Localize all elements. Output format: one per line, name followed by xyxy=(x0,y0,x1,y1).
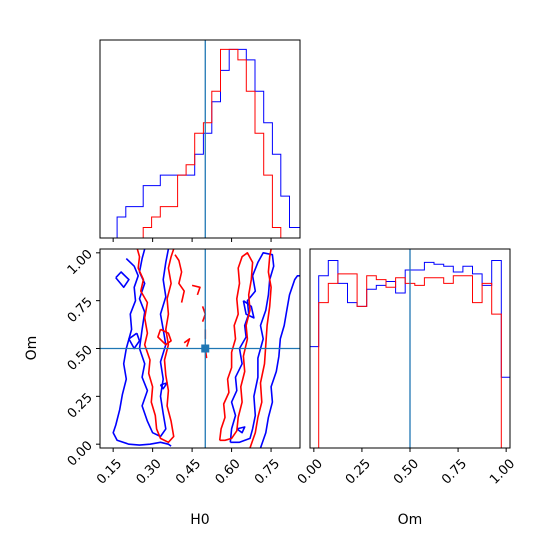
x-tick-label: 0.75 xyxy=(439,456,470,487)
x-tick-label: 0.50 xyxy=(391,456,422,487)
contour-blue-line xyxy=(229,252,275,444)
h0-histogram-blue-series xyxy=(100,48,300,238)
h0-histogram-panel xyxy=(99,39,301,242)
h0-histogram-red-series xyxy=(100,48,300,238)
y-axis-label-om: Om xyxy=(24,336,40,361)
truth-marker xyxy=(201,344,210,353)
contour-blue-line xyxy=(259,275,300,448)
y-tick-label: 0.00 xyxy=(65,438,96,469)
contour-blue-line xyxy=(138,249,170,438)
om-histogram-red-series xyxy=(310,273,510,448)
x-tick-label: 0.45 xyxy=(173,456,204,487)
x-axis-label-h0: H0 xyxy=(190,512,209,528)
contour-blue-line xyxy=(236,426,246,434)
x-tick-label: 0.60 xyxy=(213,456,244,487)
contour-red-line xyxy=(191,284,201,296)
om-histogram-blue-series xyxy=(310,260,510,378)
h0-om-contour-panel: 0.15 0.30 0.45 0.60 0.75 0.00 0.25 0.50 0.75 1.00 xyxy=(65,247,301,488)
x-tick-label: 0.75 xyxy=(252,456,283,487)
x-tick-label: 1.00 xyxy=(487,456,518,487)
contour-blue-line xyxy=(242,300,255,319)
contour-blue-line xyxy=(159,382,168,390)
x-tick-label: 0.00 xyxy=(295,456,326,487)
om-histogram-panel: 0.00 0.25 0.50 0.75 1.00 xyxy=(295,248,518,488)
x-tick-label: 0.30 xyxy=(134,456,165,487)
contour-red-line xyxy=(136,249,175,444)
contour-red-line xyxy=(157,328,172,346)
x-tick-label: 0.25 xyxy=(343,456,374,487)
h0-histogram-frame xyxy=(99,39,301,239)
contour-red-line xyxy=(218,252,254,442)
y-tick-label: 0.75 xyxy=(65,295,96,326)
contour-red-line xyxy=(174,254,185,303)
y-tick-label: 0.25 xyxy=(65,391,96,422)
y-tick-label: 1.00 xyxy=(65,247,96,278)
contour-red-line xyxy=(183,338,191,347)
contour-blue-line xyxy=(115,271,130,289)
contour-red-line xyxy=(249,249,272,448)
y-tick-label: 0.50 xyxy=(65,343,96,374)
x-axis-label-om: Om xyxy=(398,512,423,528)
x-tick-label: 0.15 xyxy=(94,456,125,487)
contour-blue-line xyxy=(112,258,172,447)
